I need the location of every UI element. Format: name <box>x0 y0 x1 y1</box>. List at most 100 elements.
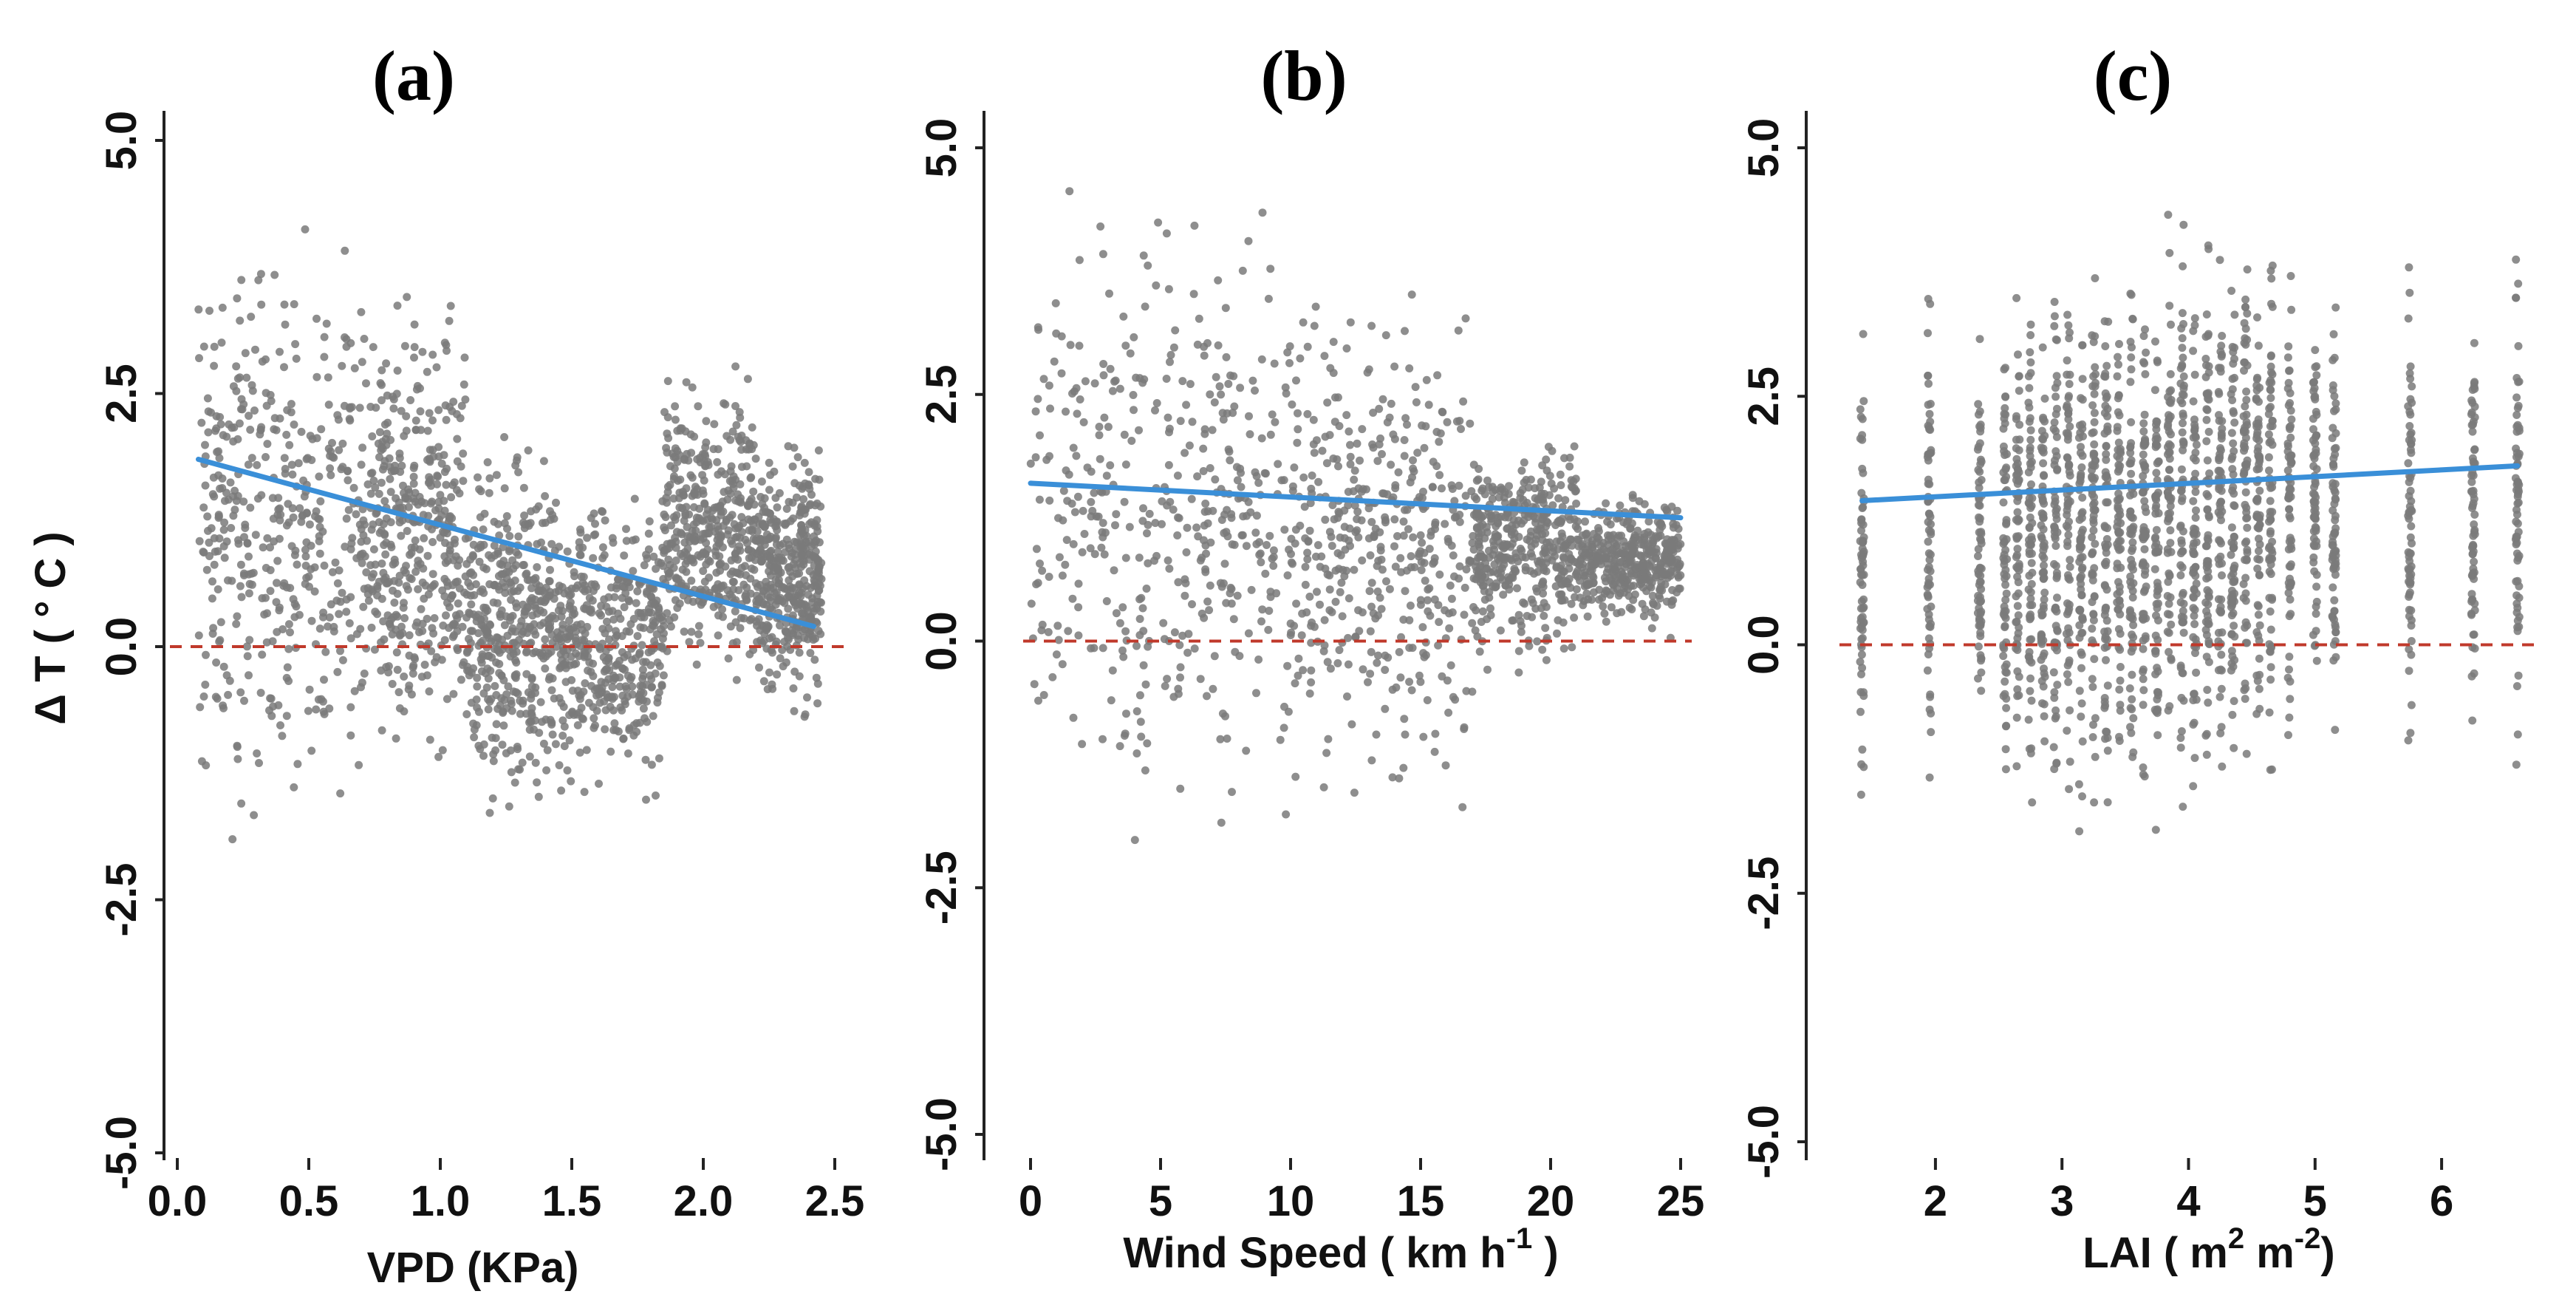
panel-a-point-824 <box>389 404 398 413</box>
panel-a-point-113 <box>328 568 337 576</box>
panel-c-point-113 <box>1925 773 1934 782</box>
panel-a-point-532 <box>386 488 395 497</box>
panel-a-point-413 <box>282 583 291 592</box>
panel-a-point-2087 <box>707 514 716 522</box>
panel-b-point-1232 <box>1531 535 1540 544</box>
panel-b-point-252 <box>1099 644 1107 653</box>
panel-c-point-57 <box>1858 664 1867 672</box>
panel-a-point-1255 <box>467 600 476 609</box>
panel-b-point-1124 <box>1486 611 1495 619</box>
panel-c-point-436 <box>2037 677 2046 686</box>
panel-b-point-77 <box>1203 597 1212 606</box>
panel-b-point-287 <box>1282 810 1291 819</box>
panel-b-point-152 <box>1164 285 1173 293</box>
panel-c-point-619 <box>2063 432 2072 440</box>
panel-b-point-410 <box>1137 732 1146 741</box>
panel-a-point-1154 <box>476 615 485 624</box>
panel-a-point-1607 <box>559 703 568 711</box>
panel-a-point-370 <box>341 333 349 341</box>
panel-b-point-388 <box>1046 404 1054 413</box>
panel-b-point-1237 <box>1511 549 1520 558</box>
panel-a-point-263 <box>338 361 346 370</box>
panel-c-point-339 <box>2013 646 2022 654</box>
panel-b-point-747 <box>1331 393 1339 402</box>
panel-a-point-2505 <box>765 458 773 467</box>
panel-a-point-1942 <box>728 511 737 520</box>
panel-a-point-185 <box>263 440 272 449</box>
panel-b-point-218 <box>1198 554 1206 562</box>
panel-a-trend-line <box>195 457 817 630</box>
panel-a-point-1996 <box>737 564 746 572</box>
panel-b-point-90 <box>1206 581 1214 590</box>
panel-a-point-178 <box>229 437 238 446</box>
panel-c-point-399 <box>2026 320 2035 329</box>
panel-a-point-1392 <box>638 641 646 650</box>
panel-b-point-1225 <box>1537 477 1545 486</box>
panel-a-point-575 <box>424 590 433 599</box>
panel-b-point-805 <box>1322 459 1331 468</box>
panel-b-point-804 <box>1354 606 1363 615</box>
panel-a-x-tick-label-4: 2.0 <box>674 1177 734 1225</box>
panel-a-point-838 <box>359 516 368 525</box>
panel-b-point-2 <box>1184 630 1193 639</box>
panel-b-point-729 <box>1455 517 1464 526</box>
panel-b-point-1597 <box>1656 560 1665 569</box>
panel-a-point-2092 <box>750 500 759 509</box>
panel-a-y-axis-title: Δ T ( ° C ) <box>27 531 75 724</box>
panel-a-point-2013 <box>728 593 737 602</box>
panel-c-point-444 <box>2040 394 2049 403</box>
panel-b-point-511 <box>1353 526 1362 535</box>
panel-b-point-712 <box>1335 646 1344 655</box>
panel-a-point-1621 <box>558 716 567 725</box>
panel-b-point-677 <box>1323 570 1332 579</box>
panel-b-point-959 <box>1471 626 1480 635</box>
panel-a-point-1591 <box>640 561 649 570</box>
panel-a-y-tick-label-4: 5.0 <box>98 111 146 171</box>
panel-b-point-699 <box>1320 616 1329 624</box>
panel-b-point-253 <box>1219 579 1228 588</box>
panel-c-point-459 <box>2038 343 2047 352</box>
panel-a-point-313 <box>346 545 355 554</box>
panel-b-point-1203 <box>1568 483 1576 492</box>
panel-a-point-1809 <box>689 597 697 606</box>
panel-a-point-430 <box>405 631 414 640</box>
panel-b-point-385 <box>1137 593 1146 602</box>
panel-c-point-484 <box>2040 539 2049 548</box>
panel-c-point-669 <box>2077 443 2085 452</box>
panel-c-point-260 <box>2002 519 2011 528</box>
panel-a-point-1376 <box>608 683 617 692</box>
panel-c-point-691 <box>2075 827 2084 836</box>
panel-b-point-9 <box>1211 475 1220 484</box>
panel-b-point-177 <box>1132 707 1141 715</box>
panel-b-point-175 <box>1190 644 1199 653</box>
panel-c-point-110 <box>1926 299 1935 308</box>
panel-b-point-1359 <box>1607 603 1616 612</box>
panel-a-point-1112 <box>485 488 493 497</box>
panel-c-point-158 <box>1976 632 1985 641</box>
panel-a-point-406 <box>214 471 223 480</box>
panel-b-point-248 <box>1118 646 1127 655</box>
panel-b-point-5 <box>1120 430 1129 439</box>
panel-a-point-46 <box>256 270 265 279</box>
panel-a-point-2066 <box>742 571 751 579</box>
panel-a-point-122 <box>287 400 295 409</box>
panel-b-point-780 <box>1322 749 1331 757</box>
panel-c-point-532 <box>2052 372 2061 381</box>
panel-a-point-399 <box>250 406 259 415</box>
panel-c-point-482 <box>2040 664 2048 673</box>
panel-a-point-440 <box>373 610 381 619</box>
panel-b-point-1255 <box>1548 446 1557 455</box>
panel-a-point-216 <box>262 638 271 647</box>
panel-a-point-2138 <box>807 490 816 499</box>
panel-b-point-709 <box>1428 483 1437 491</box>
panel-a-point-1540 <box>584 585 592 594</box>
panel-c-point-132 <box>1924 371 1933 380</box>
panel-b-point-72 <box>1090 550 1099 559</box>
panel-a-point-741 <box>398 516 407 525</box>
panel-b-point-1664 <box>1670 536 1678 545</box>
panel-a-point-1579 <box>590 580 599 589</box>
panel-a-point-1205 <box>529 575 538 584</box>
panel-a-point-623 <box>420 661 429 669</box>
panel-b-point-317 <box>1175 514 1183 522</box>
panel-b-point-121 <box>1281 383 1290 392</box>
